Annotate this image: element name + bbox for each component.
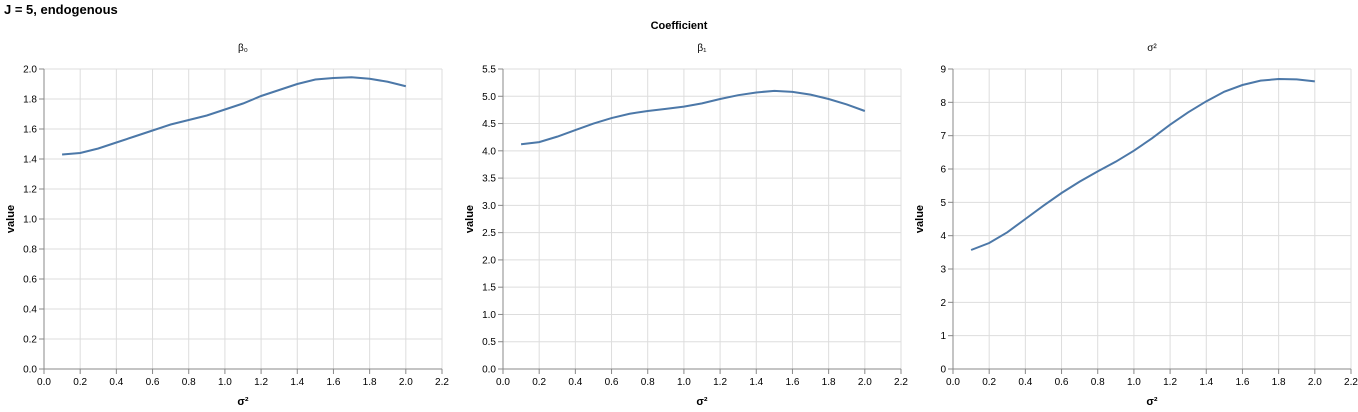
x-tick-label: 1.6 <box>327 377 341 388</box>
y-axis-title: value <box>464 205 476 233</box>
y-tick-label: 5 <box>940 198 946 209</box>
series-line <box>520 89 866 146</box>
x-axis-title: σ² <box>696 396 708 408</box>
x-tick-label: 0.4 <box>109 377 123 388</box>
x-axis-title: σ² <box>237 396 249 408</box>
x-tick-label: 0.8 <box>182 377 196 388</box>
x-tick-label: 0.6 <box>605 377 619 388</box>
y-tick-label: 1 <box>940 331 946 342</box>
y-tick-label: 4 <box>940 231 946 242</box>
x-tick-label: 1.8 <box>1272 377 1286 388</box>
x-tick-label: 1.2 <box>713 377 727 388</box>
y-tick-label: 1.8 <box>23 95 37 106</box>
x-tick-label: 2.2 <box>894 377 908 388</box>
x-tick-label: 0.2 <box>532 377 546 388</box>
y-tick-label: 1.4 <box>23 155 37 166</box>
x-tick-label: 2.0 <box>399 377 413 388</box>
facet-header: Coefficient <box>650 20 708 32</box>
series-line <box>62 76 407 156</box>
x-tick-label: 0.0 <box>946 377 960 388</box>
y-tick-label: 1.5 <box>482 283 496 294</box>
panel-title: σ² <box>1147 43 1157 54</box>
page-title: J = 5, endogenous <box>4 2 118 17</box>
x-tick-label: 0.8 <box>641 377 655 388</box>
x-tick-label: 1.2 <box>1163 377 1177 388</box>
grid <box>952 68 1352 370</box>
x-tick-label: 1.6 <box>1236 377 1250 388</box>
panel-0: 0.0 0.2 0.4 0.6 0.8 1.0 1.2 1.4 1.6 1.8 2.0 2.2 0.0 0… <box>5 43 449 408</box>
x-tick-label: 0.4 <box>1018 377 1032 388</box>
y-tick-label: 7 <box>940 131 946 142</box>
y-tick-label: 4.5 <box>482 119 496 130</box>
grid <box>43 68 443 370</box>
y-tick-label: 9 <box>940 65 946 76</box>
x-tick-label: 1.0 <box>677 377 691 388</box>
panel-title: β₀ <box>238 43 248 54</box>
x-tick-label: 1.6 <box>786 377 800 388</box>
x-tick-label: 0.6 <box>146 377 160 388</box>
x-tick-label: 2.2 <box>1344 377 1358 388</box>
x-tick-label: 2.0 <box>858 377 872 388</box>
y-tick-label: 2 <box>940 298 946 309</box>
y-tick-label: 2.5 <box>482 228 496 239</box>
y-tick-label: 0 <box>940 365 946 376</box>
series-line <box>970 77 1315 251</box>
x-tick-label: 2.0 <box>1308 377 1322 388</box>
x-tick-label: 1.8 <box>363 377 377 388</box>
y-tick-label: 0.4 <box>23 305 37 316</box>
y-tick-label: 0.8 <box>23 245 37 256</box>
x-tick-label: 1.4 <box>290 377 304 388</box>
panel-1: 0.0 0.2 0.4 0.6 0.8 1.0 1.2 1.4 1.6 1.8 2.0 2.2 0.0 0… <box>464 43 908 408</box>
y-tick-label: 2.0 <box>482 255 496 266</box>
x-tick-label: 0.6 <box>1055 377 1069 388</box>
grid <box>502 68 902 370</box>
x-tick-label: 1.4 <box>749 377 763 388</box>
x-tick-label: 1.0 <box>1127 377 1141 388</box>
x-tick-label: 1.4 <box>1199 377 1213 388</box>
y-tick-label: 2.0 <box>23 65 37 76</box>
y-tick-label: 6 <box>940 165 946 176</box>
x-tick-label: 0.0 <box>496 377 510 388</box>
x-tick-label: 1.8 <box>822 377 836 388</box>
y-tick-label: 0.0 <box>23 365 37 376</box>
x-axis-title: σ² <box>1146 396 1158 408</box>
y-tick-label: 8 <box>940 98 946 109</box>
y-tick-label: 0.5 <box>482 337 496 348</box>
x-tick-label: 1.0 <box>218 377 232 388</box>
panel-2: 0.0 0.2 0.4 0.6 0.8 1.0 1.2 1.4 1.6 1.8 2.0 2.2 0 1 2 3… <box>914 43 1358 408</box>
y-tick-label: 5.0 <box>482 92 496 103</box>
x-tick-label: 0.2 <box>73 377 87 388</box>
y-tick-label: 3 <box>940 265 946 276</box>
x-tick-label: 0.4 <box>568 377 582 388</box>
y-tick-label: 1.0 <box>23 215 37 226</box>
x-tick-label: 0.8 <box>1091 377 1105 388</box>
y-tick-label: 0.2 <box>23 335 37 346</box>
x-tick-label: 1.2 <box>254 377 268 388</box>
y-axis-title: value <box>5 205 17 233</box>
y-axis-title: value <box>914 205 926 233</box>
x-tick-label: 0.2 <box>982 377 996 388</box>
y-tick-label: 5.5 <box>482 65 496 76</box>
y-tick-label: 4.0 <box>482 146 496 157</box>
y-tick-label: 0.6 <box>23 275 37 286</box>
y-tick-label: 1.0 <box>482 310 496 321</box>
y-tick-label: 3.5 <box>482 174 496 185</box>
panel-title: β₁ <box>697 43 707 54</box>
y-tick-label: 3.0 <box>482 201 496 212</box>
x-tick-label: 2.2 <box>435 377 449 388</box>
y-tick-label: 1.2 <box>23 185 37 196</box>
x-tick-label: 0.0 <box>37 377 51 388</box>
y-tick-label: 1.6 <box>23 125 37 136</box>
y-tick-label: 0.0 <box>482 365 496 376</box>
